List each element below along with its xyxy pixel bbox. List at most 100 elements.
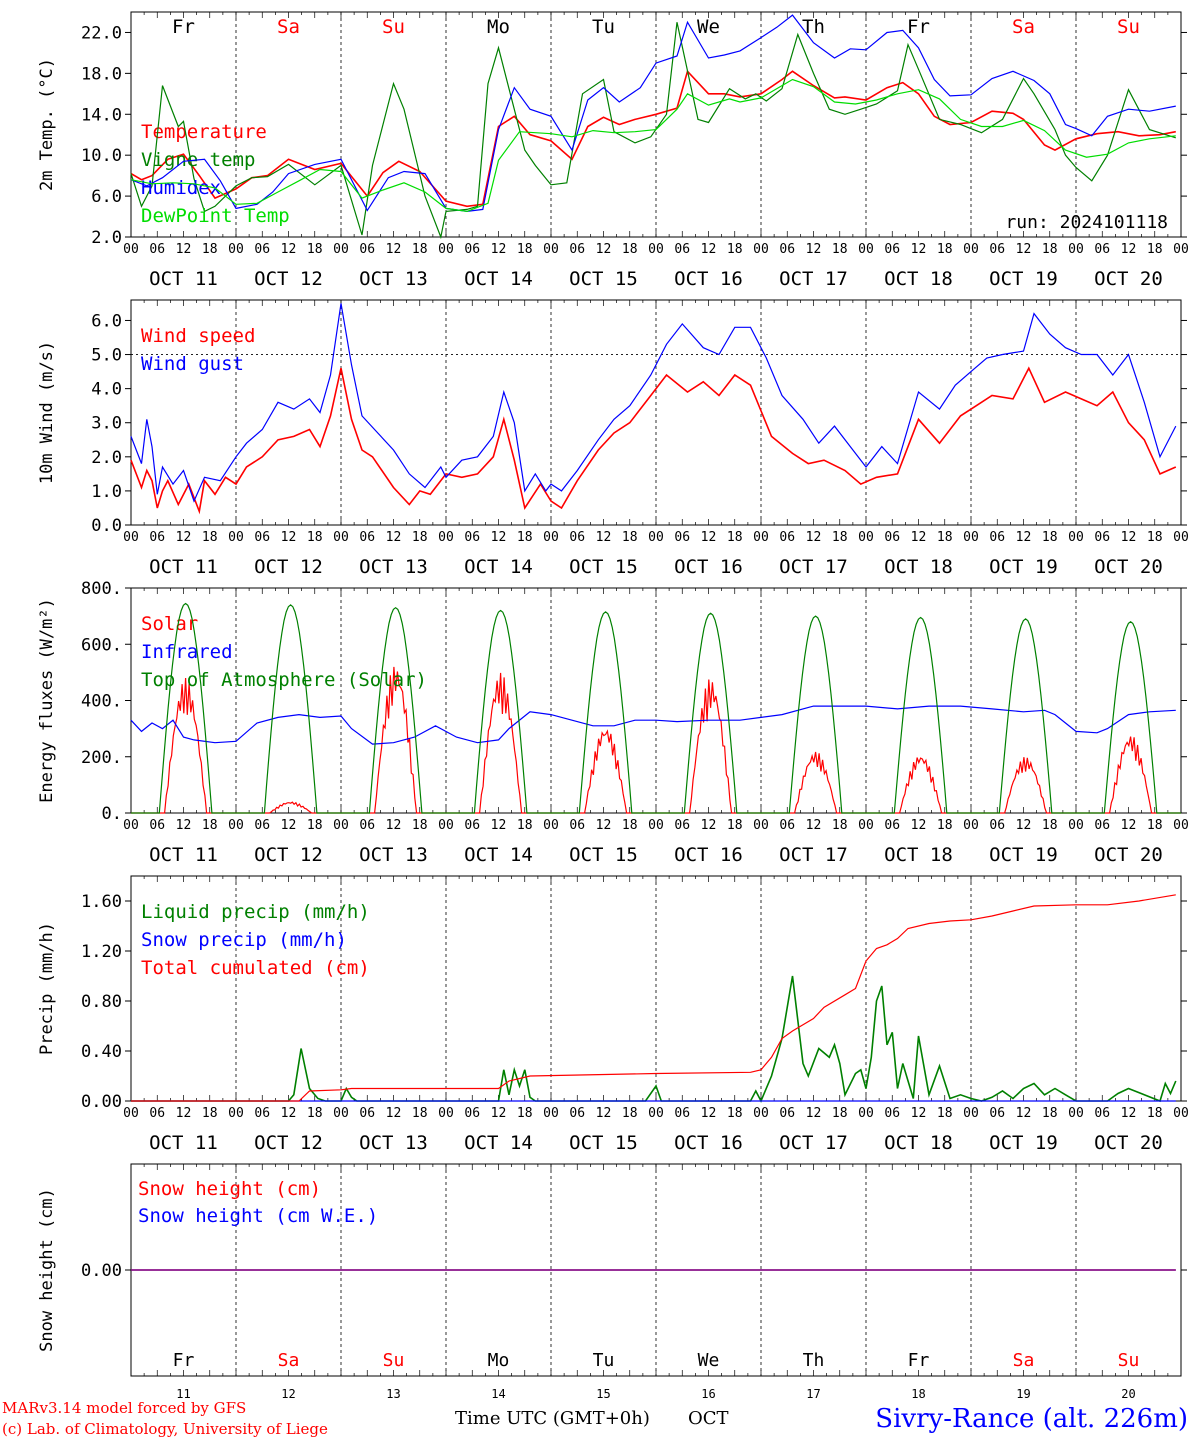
y-tick-label: 3.0 (91, 414, 122, 434)
hour-tick-label: 18 (937, 1106, 953, 1121)
weekday-label: Fr (173, 1350, 195, 1371)
hour-tick-label: 18 (937, 818, 953, 833)
day-number-label: 18 (911, 1387, 925, 1401)
hour-tick-label: 12 (386, 242, 402, 257)
hour-tick-label: 06 (1094, 530, 1110, 545)
hour-tick-label: 12 (596, 1106, 612, 1121)
hour-tick-label: 18 (832, 530, 848, 545)
hour-tick-label: 18 (307, 818, 323, 833)
hour-tick-label: 00 (123, 242, 139, 257)
hour-tick-label: 00 (963, 1106, 979, 1121)
hour-tick-label: 00 (438, 818, 454, 833)
hour-tick-label: 18 (202, 242, 218, 257)
y-axis-label: 10m Wind (m/s) (37, 341, 57, 484)
hour-tick-label: 12 (701, 818, 717, 833)
date-label: OCT 19 (989, 268, 1058, 290)
date-label: OCT 19 (989, 844, 1058, 866)
hour-tick-label: 18 (1042, 242, 1058, 257)
y-tick-label: 5.0 (91, 346, 122, 366)
day-number-label: 15 (596, 1387, 610, 1401)
weekday-label: Fr (908, 1350, 930, 1371)
hour-tick-label: 12 (491, 242, 507, 257)
hour-tick-label: 00 (543, 242, 559, 257)
panel-4: 0.00 0.40 0.80 1.20 1.60 Precip (mm/h) Liquid … (37, 875, 1189, 1154)
date-label: OCT 18 (884, 844, 953, 866)
panel-5: 0.00 Snow height (cm) Snow height (cm) Snow… (37, 1163, 1187, 1401)
hour-tick-label: 18 (517, 530, 533, 545)
hour-tick-label: 00 (438, 242, 454, 257)
hour-tick-label: 18 (622, 818, 638, 833)
weekday-label: Su (1118, 1350, 1140, 1371)
date-label: OCT 14 (464, 844, 533, 866)
hour-tick-label: 12 (176, 530, 192, 545)
hour-tick-label: 12 (1016, 242, 1032, 257)
hour-tick-label: 12 (701, 1106, 717, 1121)
weekday-label: Sa (277, 16, 300, 38)
hour-tick-label: 00 (1173, 242, 1189, 257)
hour-tick-label: 06 (359, 530, 375, 545)
weekday-label: Sa (278, 1350, 300, 1371)
hour-tick-label: 06 (464, 1106, 480, 1121)
panel-3: 0. 200. 400. 600. 800. Energy fluxes (W/m²) So… (37, 579, 1189, 866)
date-label: OCT 16 (674, 844, 743, 866)
day-number-label: 16 (701, 1387, 715, 1401)
legend-entry: DewPoint Temp (141, 205, 290, 227)
hour-tick-label: 18 (307, 242, 323, 257)
day-number-label: 12 (281, 1387, 295, 1401)
y-tick-label: 4.0 (91, 380, 122, 400)
hour-tick-label: 12 (596, 818, 612, 833)
hour-tick-label: 12 (386, 818, 402, 833)
hour-tick-label: 00 (753, 818, 769, 833)
legend-entry: Total cumulated (cm) (141, 957, 370, 979)
date-label: OCT 12 (254, 556, 323, 578)
date-label: OCT 15 (569, 1132, 638, 1154)
hour-tick-label: 06 (674, 1106, 690, 1121)
hour-tick-label: 18 (832, 242, 848, 257)
hour-tick-label: 06 (149, 818, 165, 833)
date-label: OCT 18 (884, 268, 953, 290)
day-number-label: 17 (806, 1387, 820, 1401)
month-label: OCT (688, 1408, 729, 1429)
day-number-label: 13 (386, 1387, 400, 1401)
hour-tick-label: 12 (911, 818, 927, 833)
hour-tick-label: 18 (1147, 530, 1163, 545)
weekday-label: Fr (907, 16, 930, 38)
hour-tick-label: 06 (359, 818, 375, 833)
hour-tick-label: 18 (517, 1106, 533, 1121)
hour-tick-label: 18 (1042, 530, 1058, 545)
hour-tick-label: 00 (123, 1106, 139, 1121)
hour-tick-label: 06 (569, 530, 585, 545)
hour-tick-label: 00 (963, 530, 979, 545)
hour-tick-label: 18 (727, 1106, 743, 1121)
hour-tick-label: 18 (517, 818, 533, 833)
hour-tick-label: 18 (1147, 1106, 1163, 1121)
hour-tick-label: 12 (1121, 818, 1137, 833)
legend-entry: Solar (141, 613, 198, 635)
hour-tick-label: 00 (228, 530, 244, 545)
hour-tick-label: 00 (648, 530, 664, 545)
hour-tick-label: 18 (937, 242, 953, 257)
date-label: OCT 17 (779, 268, 848, 290)
hour-tick-label: 12 (176, 818, 192, 833)
weekday-label: Su (383, 1350, 405, 1371)
y-axis-label: Energy fluxes (W/m²) (37, 598, 57, 803)
hour-tick-label: 00 (858, 530, 874, 545)
hour-tick-label: 18 (832, 1106, 848, 1121)
date-label: OCT 15 (569, 556, 638, 578)
y-tick-label: 0.40 (81, 1042, 122, 1062)
date-label: OCT 20 (1094, 556, 1163, 578)
y-tick-label: 18.0 (81, 64, 122, 84)
series-line-temperature (130, 69, 1176, 208)
hour-tick-label: 12 (701, 242, 717, 257)
hour-tick-label: 12 (701, 530, 717, 545)
hour-tick-label: 12 (491, 530, 507, 545)
y-tick-label: 10.0 (81, 146, 122, 166)
weekday-label: Th (802, 16, 825, 38)
date-label: OCT 11 (149, 268, 218, 290)
y-axis-label: Snow height (cm) (37, 1188, 57, 1352)
legend-entry: Infrared (141, 641, 233, 663)
date-label: OCT 12 (254, 844, 323, 866)
hour-tick-label: 06 (464, 242, 480, 257)
hour-tick-label: 06 (359, 242, 375, 257)
y-tick-label: 0. (102, 804, 122, 824)
